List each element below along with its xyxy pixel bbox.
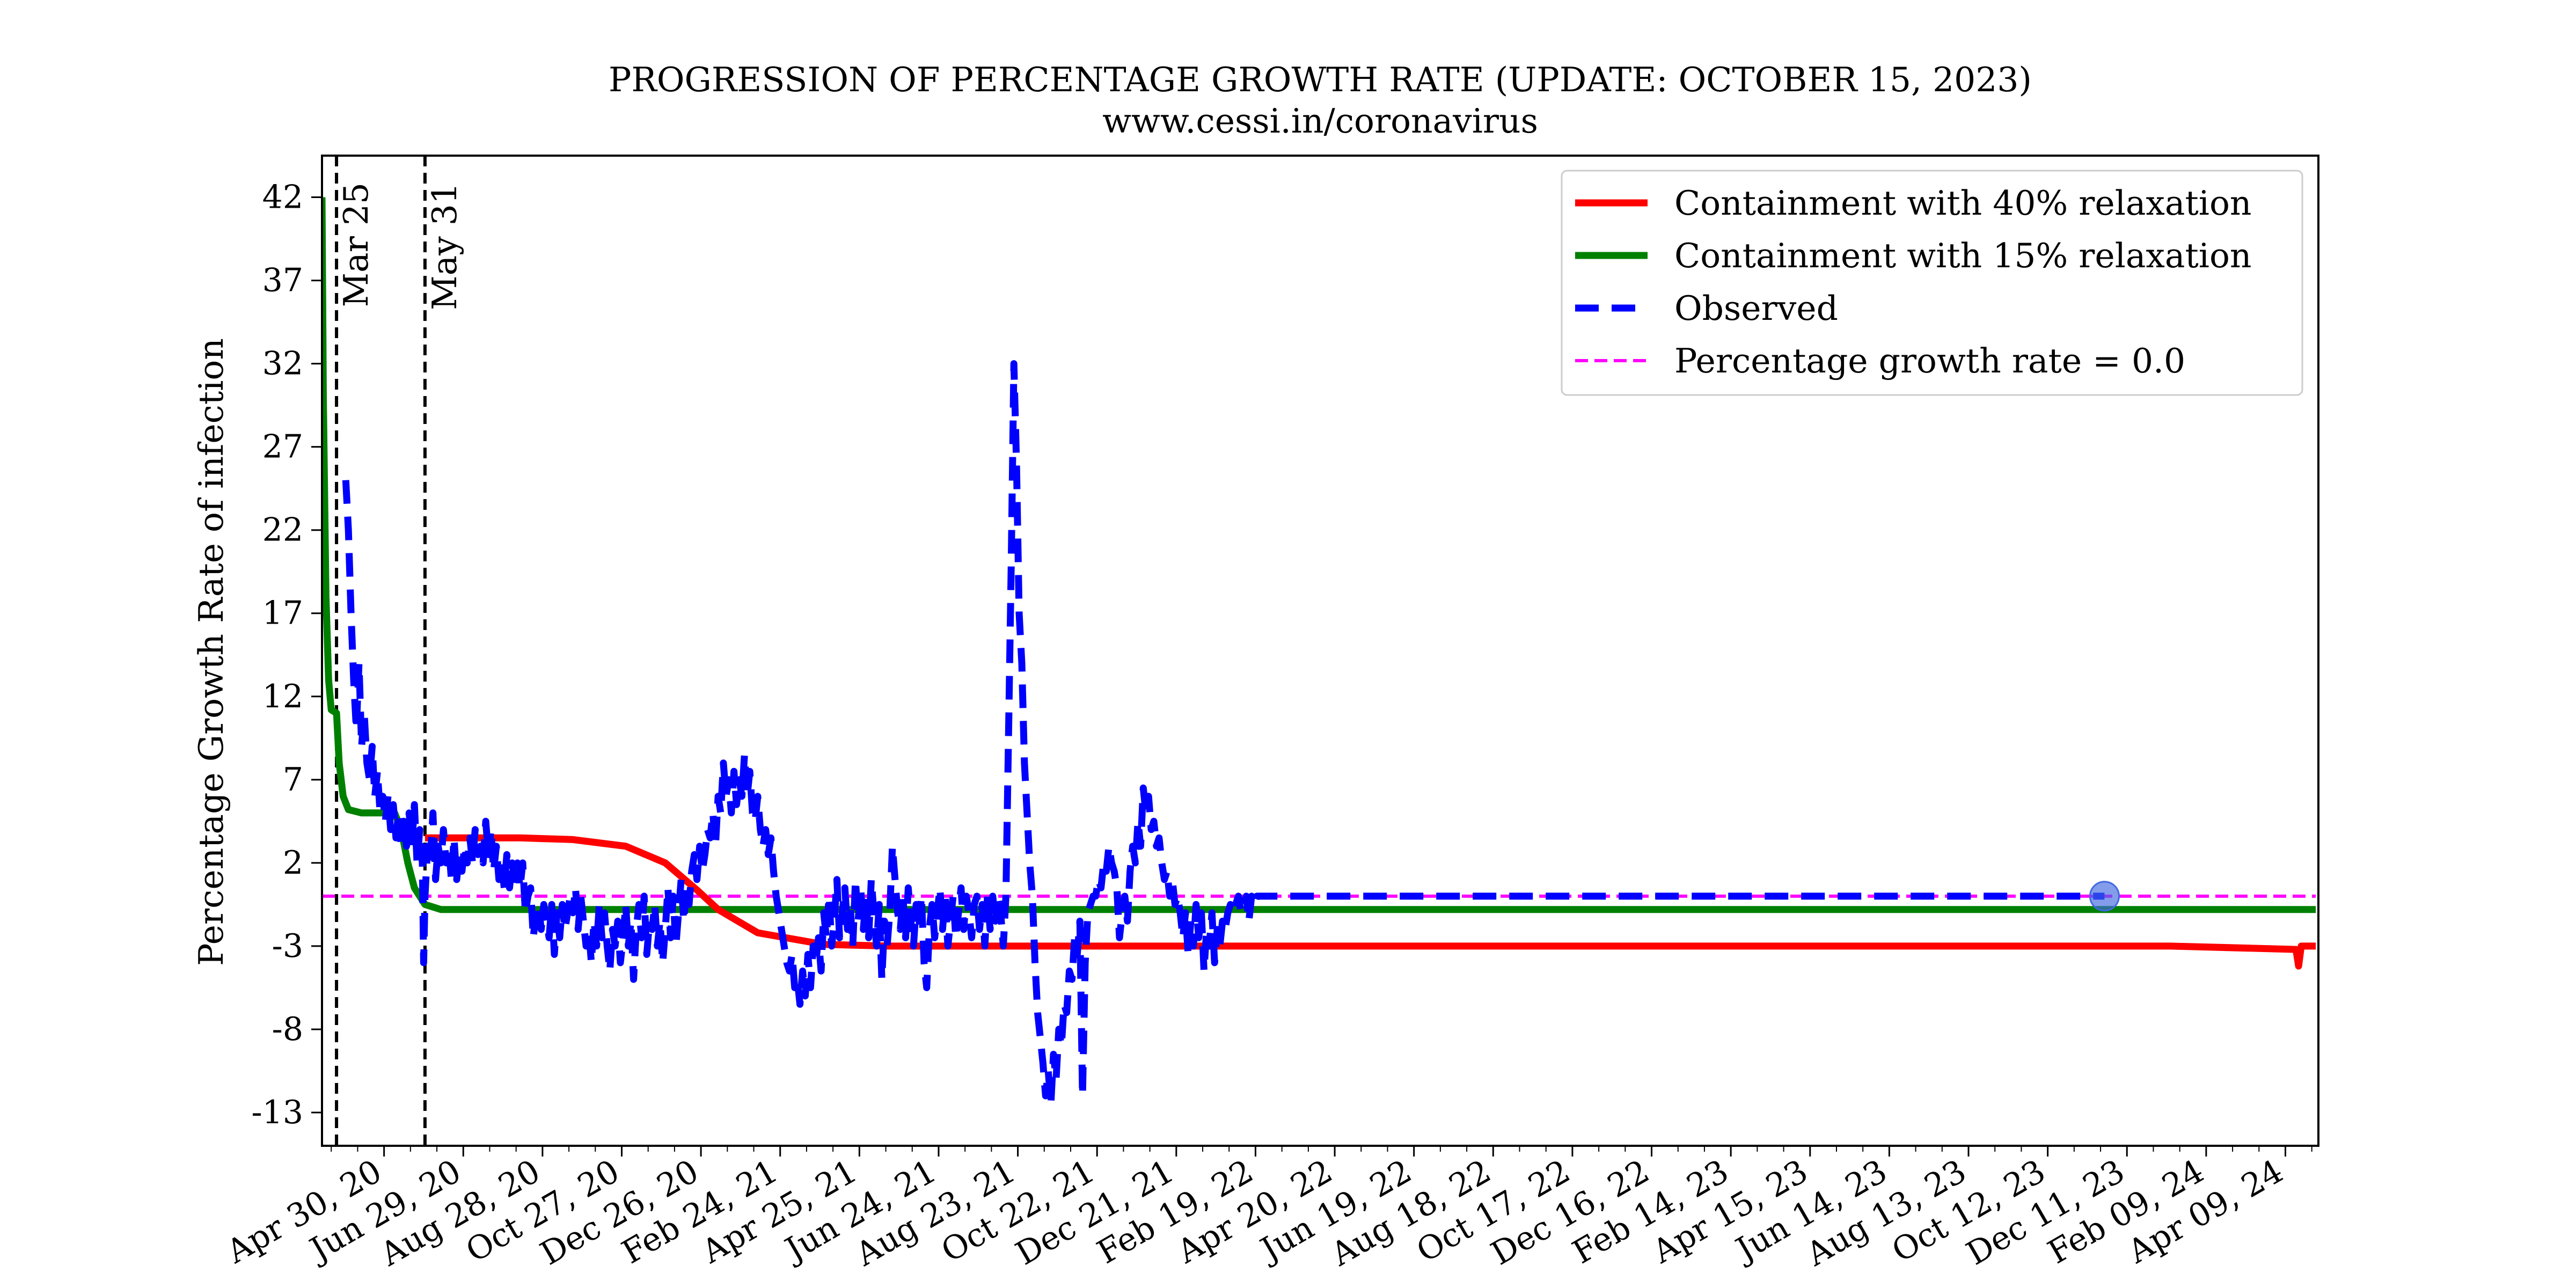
- y-tick-label: 2: [283, 844, 303, 882]
- series-line: [342, 360, 2105, 1108]
- chart-title: PROGRESSION OF PERCENTAGE GROWTH RATE (U…: [609, 60, 2032, 99]
- series-line: [425, 834, 2316, 970]
- event-label: Mar 25: [336, 182, 376, 307]
- y-tick-label: 37: [262, 262, 303, 299]
- legend: Containment with 40% relaxation Containme…: [1561, 170, 2303, 396]
- y-axis-label: Percentage Growth Rate of infection: [192, 338, 231, 966]
- y-tick-label: 27: [262, 428, 303, 466]
- y-tick-label: -3: [272, 927, 303, 965]
- y-tick-label: 17: [262, 595, 303, 632]
- plot-series-group: [322, 156, 2316, 1146]
- series-line: [322, 197, 2316, 913]
- y-tick-label: -8: [272, 1011, 303, 1048]
- legend-label: Containment with 40% relaxation: [1674, 184, 2251, 223]
- event-label: May 31: [425, 182, 464, 310]
- y-tick-label: 12: [262, 678, 303, 715]
- legend-label: Observed: [1674, 289, 1838, 328]
- y-tick-label: 42: [262, 179, 303, 216]
- y-tick-label: 7: [283, 761, 303, 799]
- legend-label: Containment with 15% relaxation: [1674, 236, 2251, 275]
- chart-subtitle: www.cessi.in/coronavirus: [1102, 101, 1538, 141]
- latest-point-marker: [2089, 881, 2120, 912]
- y-tick-label: 32: [262, 345, 303, 383]
- y-tick-label: 22: [262, 511, 303, 549]
- plot-frame: [321, 155, 2319, 1147]
- legend-label: Percentage growth rate = 0.0: [1674, 341, 2185, 380]
- y-tick-label: -13: [251, 1094, 303, 1131]
- legend-frame: [1561, 170, 2303, 396]
